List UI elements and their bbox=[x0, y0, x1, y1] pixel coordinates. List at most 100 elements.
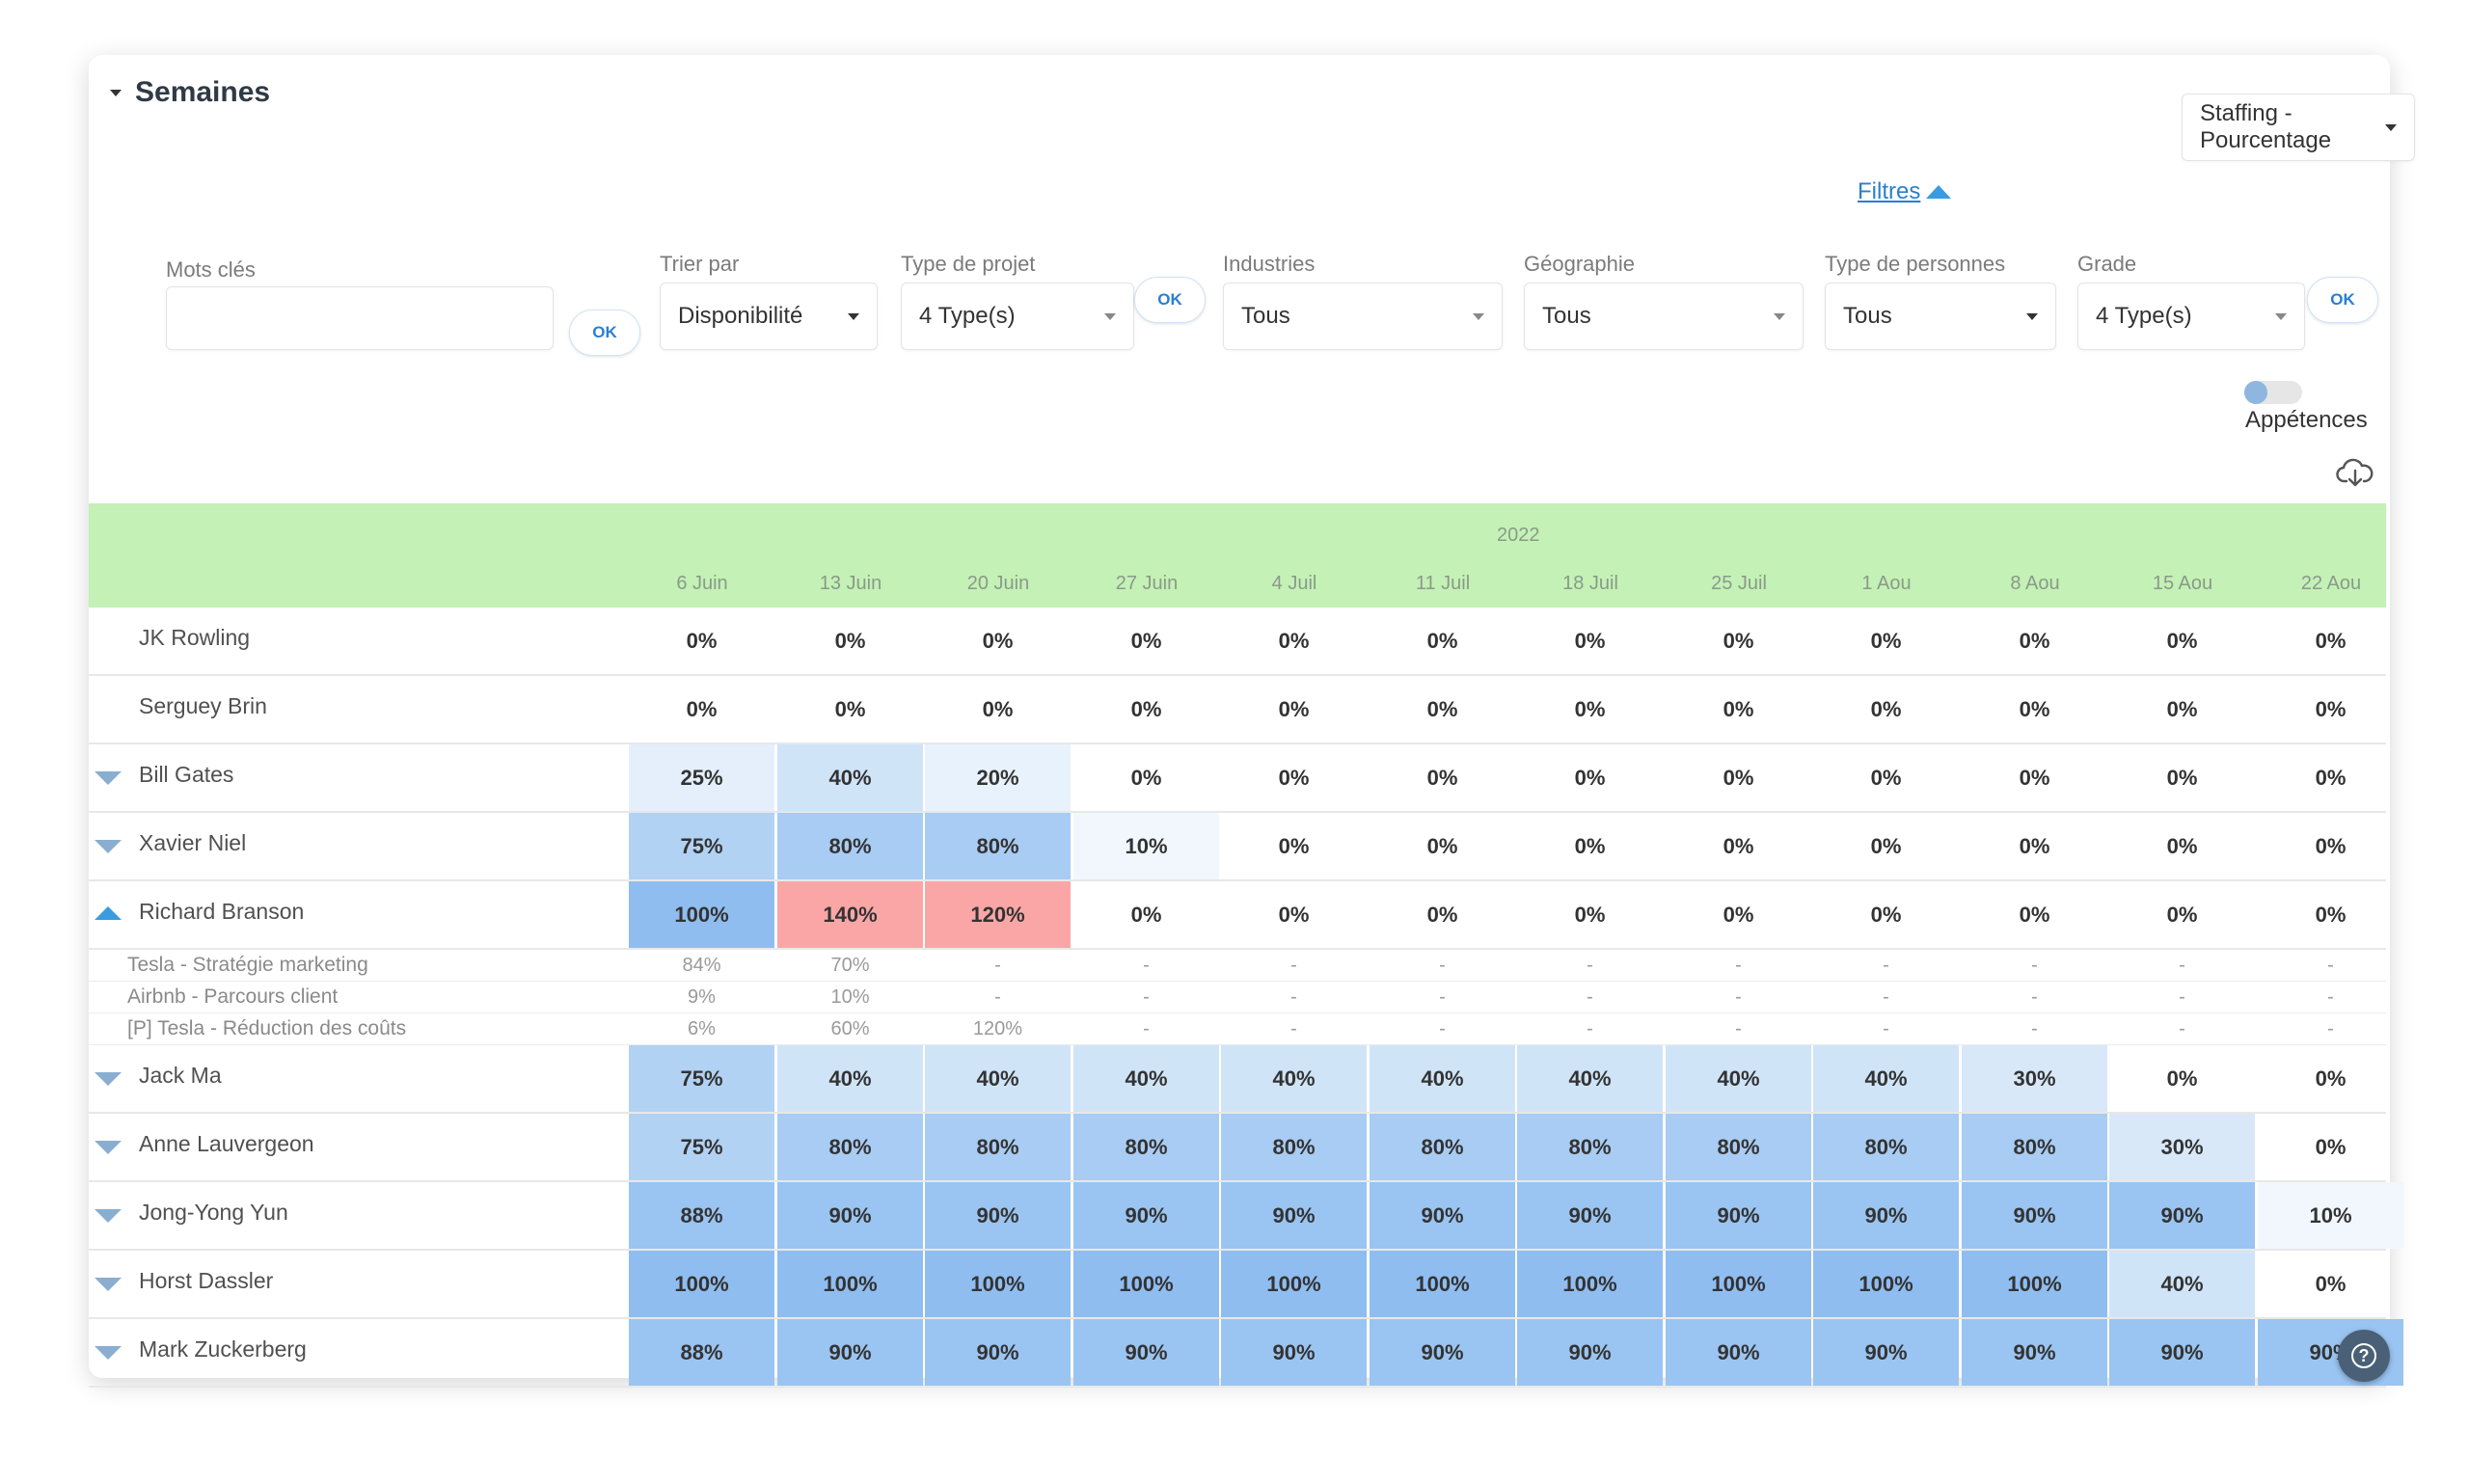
section-title: Semaines bbox=[135, 76, 271, 108]
staffing-cell: 70% bbox=[830, 954, 870, 976]
staffing-cell: 10% bbox=[830, 985, 870, 1008]
weeks-panel: Semaines Filtres Staffing - Pourcentage … bbox=[89, 55, 2415, 1388]
staffing-cell: 40% bbox=[777, 1045, 923, 1112]
staffing-cell: 0% bbox=[1130, 902, 1162, 927]
staffing-cell: - bbox=[1439, 985, 1446, 1008]
sort-select[interactable]: Disponibilité bbox=[660, 283, 878, 350]
staffing-cell: 0% bbox=[1574, 628, 1606, 653]
staffing-cell: 0% bbox=[2315, 902, 2347, 927]
industries-label: Industries bbox=[1223, 252, 1316, 276]
toggle-knob[interactable] bbox=[2244, 381, 2267, 404]
person-name: Bill Gates bbox=[139, 762, 234, 787]
table-row[interactable]: Jack Ma 75% 40% 40% 40% 40% 40% 40% 40% 40% 30% 0% 0… bbox=[89, 1045, 2386, 1114]
table-row[interactable]: Mark Zuckerberg 88% 90% 90% 90% 90% 90% 90% 90% 9… bbox=[89, 1319, 2403, 1388]
staffing-cell: 0% bbox=[2315, 628, 2347, 653]
staffing-cell: 0% bbox=[686, 696, 718, 721]
staffing-cell: 0% bbox=[1574, 765, 1606, 790]
staffing-cell: 30% bbox=[1962, 1045, 2107, 1112]
sort-label: Trier par bbox=[660, 252, 740, 276]
staffing-cell: - bbox=[1439, 1017, 1446, 1039]
staffing-cell: 20% bbox=[925, 744, 1071, 811]
staffing-cell: - bbox=[1883, 1017, 1889, 1039]
staffing-cell: 40% bbox=[1666, 1045, 1811, 1112]
staffing-cell: 0% bbox=[1130, 765, 1162, 790]
staffing-cell: 90% bbox=[1962, 1182, 2107, 1249]
staffing-cell: 6% bbox=[688, 1017, 716, 1039]
expand-arrow-icon[interactable] bbox=[95, 1346, 122, 1360]
staffing-cell: 40% bbox=[925, 1045, 1071, 1112]
staffing-cell: 80% bbox=[1517, 1114, 1663, 1180]
expand-arrow-icon[interactable] bbox=[95, 1209, 122, 1223]
staffing-cell: - bbox=[1735, 1017, 1742, 1039]
people-type-select[interactable]: Tous bbox=[1825, 283, 2056, 350]
week-header: 15 Aou bbox=[2152, 573, 2213, 594]
person-name: Anne Lauvergeon bbox=[139, 1131, 314, 1156]
industries-select[interactable]: Tous bbox=[1223, 283, 1503, 350]
staffing-cell: 0% bbox=[2019, 628, 2050, 653]
week-header: 11 Juil bbox=[1415, 573, 1471, 594]
staffing-cell: 0% bbox=[2019, 696, 2050, 721]
filters-toggle-link[interactable]: Filtres bbox=[1858, 178, 1952, 205]
table-row[interactable]: Bill Gates 25% 40% 20% 0% 0% 0% 0% 0% 0% 0% 0% 0% bbox=[89, 744, 2386, 813]
table-row[interactable]: Jong-Yong Yun 88% 90% 90% 90% 90% 90% 90% 90% 90%… bbox=[89, 1182, 2403, 1251]
section-header[interactable]: Semaines bbox=[110, 76, 270, 109]
staffing-cell: - bbox=[1883, 954, 1889, 976]
staffing-cell: 0% bbox=[1426, 833, 1458, 858]
help-button[interactable]: ? bbox=[2338, 1330, 2390, 1382]
cloud-download-icon[interactable] bbox=[2336, 458, 2374, 489]
project-type-ok-button[interactable]: OK bbox=[1134, 277, 1206, 323]
staffing-cell: - bbox=[2179, 985, 2185, 1008]
table-row[interactable]: Horst Dassler 100% 100% 100% 100% 100% 100% 100… bbox=[89, 1251, 2386, 1319]
staffing-cell: 100% bbox=[777, 1251, 923, 1317]
staffing-cell: 40% bbox=[2109, 1251, 2255, 1317]
table-row[interactable]: Anne Lauvergeon 75% 80% 80% 80% 80% 80% 80% 80% 8… bbox=[89, 1114, 2386, 1182]
staffing-cell: - bbox=[1735, 985, 1742, 1008]
staffing-cell: 100% bbox=[1666, 1251, 1811, 1317]
filters-link-label[interactable]: Filtres bbox=[1858, 178, 1921, 204]
geography-select[interactable]: Tous bbox=[1524, 283, 1804, 350]
staffing-cell: 0% bbox=[2315, 833, 2347, 858]
grade-ok-button[interactable]: OK bbox=[2307, 277, 2378, 323]
staffing-cell: 90% bbox=[1666, 1182, 1811, 1249]
staffing-cell: 88% bbox=[629, 1319, 774, 1386]
staffing-cell: 0% bbox=[1723, 628, 1754, 653]
appetences-toggle[interactable] bbox=[2244, 381, 2302, 404]
staffing-cell: 0% bbox=[1574, 696, 1606, 721]
expand-arrow-icon[interactable] bbox=[95, 1072, 122, 1086]
staffing-cell: 90% bbox=[1073, 1182, 1219, 1249]
staffing-cell: 0% bbox=[2315, 1271, 2347, 1296]
expand-arrow-icon[interactable] bbox=[95, 840, 122, 853]
table-row[interactable]: Xavier Niel 75% 80% 80% 10% 0% 0% 0% 0% 0% 0% 0% 0% bbox=[89, 813, 2386, 881]
project-type-select[interactable]: 4 Type(s) bbox=[901, 283, 1134, 350]
staffing-cell: - bbox=[2031, 985, 2038, 1008]
staffing-cell: 90% bbox=[2109, 1182, 2255, 1249]
collapse-caret-icon[interactable] bbox=[110, 89, 122, 96]
staffing-table: 2022 6 Juin 13 Juin 20 Juin 27 Juin 4 Juil 11… bbox=[89, 503, 2403, 1388]
view-select[interactable]: Staffing - Pourcentage bbox=[2182, 94, 2415, 161]
collapse-arrow-icon[interactable] bbox=[95, 906, 122, 920]
grade-select[interactable]: 4 Type(s) bbox=[2077, 283, 2305, 350]
person-name: Jack Ma bbox=[139, 1063, 222, 1088]
chevron-down-icon bbox=[1104, 312, 1116, 320]
person-name: Richard Branson bbox=[139, 899, 305, 924]
week-header: 18 Juil bbox=[1562, 573, 1618, 594]
keywords-input[interactable] bbox=[166, 286, 554, 350]
staffing-cell: 0% bbox=[982, 696, 1014, 721]
staffing-cell: 90% bbox=[1517, 1182, 1663, 1249]
staffing-cell: 90% bbox=[1221, 1182, 1367, 1249]
staffing-cell: 0% bbox=[1870, 696, 1902, 721]
geography-label: Géographie bbox=[1524, 252, 1635, 276]
staffing-cell: 100% bbox=[1370, 1251, 1515, 1317]
staffing-cell: 0% bbox=[1278, 696, 1310, 721]
staffing-cell: 100% bbox=[925, 1251, 1071, 1317]
staffing-cell: - bbox=[1290, 985, 1297, 1008]
keywords-label: Mots clés bbox=[166, 257, 256, 282]
expand-arrow-icon[interactable] bbox=[95, 771, 122, 785]
staffing-cell: 90% bbox=[1073, 1319, 1219, 1386]
table-row[interactable]: Richard Branson 100% 140% 120% 0% 0% 0% 0% 0% 0% 0… bbox=[89, 881, 2386, 950]
keywords-ok-button[interactable]: OK bbox=[569, 310, 640, 356]
chevron-down-icon bbox=[1473, 312, 1484, 320]
expand-arrow-icon[interactable] bbox=[95, 1141, 122, 1154]
expand-arrow-icon[interactable] bbox=[95, 1278, 122, 1291]
staffing-cell: 0% bbox=[1130, 696, 1162, 721]
